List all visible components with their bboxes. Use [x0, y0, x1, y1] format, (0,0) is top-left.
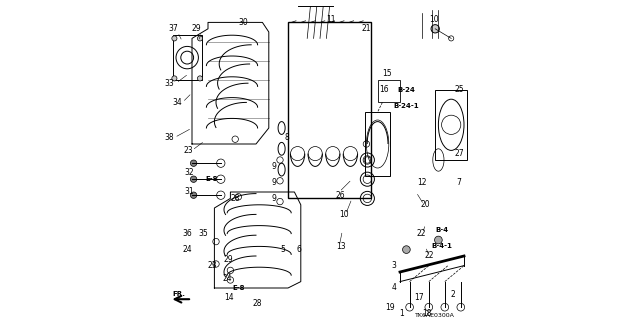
Circle shape [403, 246, 410, 253]
Text: 32: 32 [184, 168, 194, 177]
Text: 1: 1 [399, 309, 404, 318]
Circle shape [435, 236, 442, 244]
Text: 5: 5 [281, 245, 285, 254]
Text: 9: 9 [271, 194, 276, 203]
Text: 37: 37 [168, 24, 178, 33]
Text: 21: 21 [362, 24, 371, 33]
Text: 24: 24 [182, 245, 192, 254]
Text: B-4-1: B-4-1 [431, 244, 452, 249]
Text: 10: 10 [429, 15, 438, 24]
Text: 13: 13 [336, 242, 346, 251]
Bar [288, 22, 371, 198]
Text: 36: 36 [182, 229, 192, 238]
Text: TK6AE0300A: TK6AE0300A [415, 313, 455, 318]
Text: 23: 23 [208, 261, 218, 270]
Text: 8: 8 [284, 133, 289, 142]
Text: 23: 23 [184, 146, 194, 155]
Text: 9: 9 [271, 178, 276, 187]
Text: 34: 34 [173, 98, 182, 107]
Text: 10: 10 [339, 210, 349, 219]
Text: 9: 9 [271, 162, 276, 171]
Text: 19: 19 [385, 303, 396, 312]
Text: FR.: FR. [173, 292, 186, 297]
Text: 30: 30 [238, 18, 248, 27]
Text: 18: 18 [422, 309, 432, 318]
Text: 11: 11 [326, 15, 336, 24]
Text: 4: 4 [391, 284, 396, 292]
Text: 2: 2 [451, 290, 455, 299]
Circle shape [172, 76, 177, 81]
Text: B-24-1: B-24-1 [394, 103, 419, 108]
Text: 28: 28 [253, 300, 262, 308]
Bar [365, 112, 390, 176]
Text: 22: 22 [424, 252, 433, 260]
Text: 29: 29 [192, 24, 202, 33]
Text: 15: 15 [382, 69, 392, 78]
Text: 26: 26 [336, 191, 346, 200]
Text: 31: 31 [184, 188, 194, 196]
Text: 3: 3 [391, 261, 396, 270]
Text: 20: 20 [420, 200, 431, 209]
Circle shape [191, 176, 197, 182]
Circle shape [172, 36, 177, 41]
Circle shape [191, 192, 197, 198]
Text: B-24: B-24 [397, 87, 415, 92]
Circle shape [197, 36, 202, 41]
Text: 16: 16 [379, 85, 389, 94]
Bar [435, 90, 467, 160]
Text: 7: 7 [457, 178, 461, 187]
Text: 14: 14 [224, 293, 234, 302]
Text: 35: 35 [198, 229, 208, 238]
Text: 25: 25 [454, 85, 464, 94]
Text: B-4: B-4 [435, 228, 448, 233]
Text: 12: 12 [418, 178, 427, 187]
Circle shape [431, 25, 440, 33]
Circle shape [197, 76, 202, 81]
Bar [378, 80, 400, 102]
Text: 28: 28 [230, 194, 240, 203]
Text: E-8: E-8 [205, 176, 218, 182]
Text: E-8: E-8 [232, 285, 244, 291]
Text: 24: 24 [222, 274, 232, 283]
Text: 38: 38 [164, 133, 175, 142]
Text: 29: 29 [224, 255, 234, 264]
Circle shape [191, 160, 197, 166]
Text: 6: 6 [297, 245, 301, 254]
Text: 27: 27 [454, 149, 464, 158]
Text: 22: 22 [416, 229, 426, 238]
Bar [173, 35, 202, 80]
Text: 33: 33 [164, 79, 175, 88]
Text: 17: 17 [414, 293, 424, 302]
